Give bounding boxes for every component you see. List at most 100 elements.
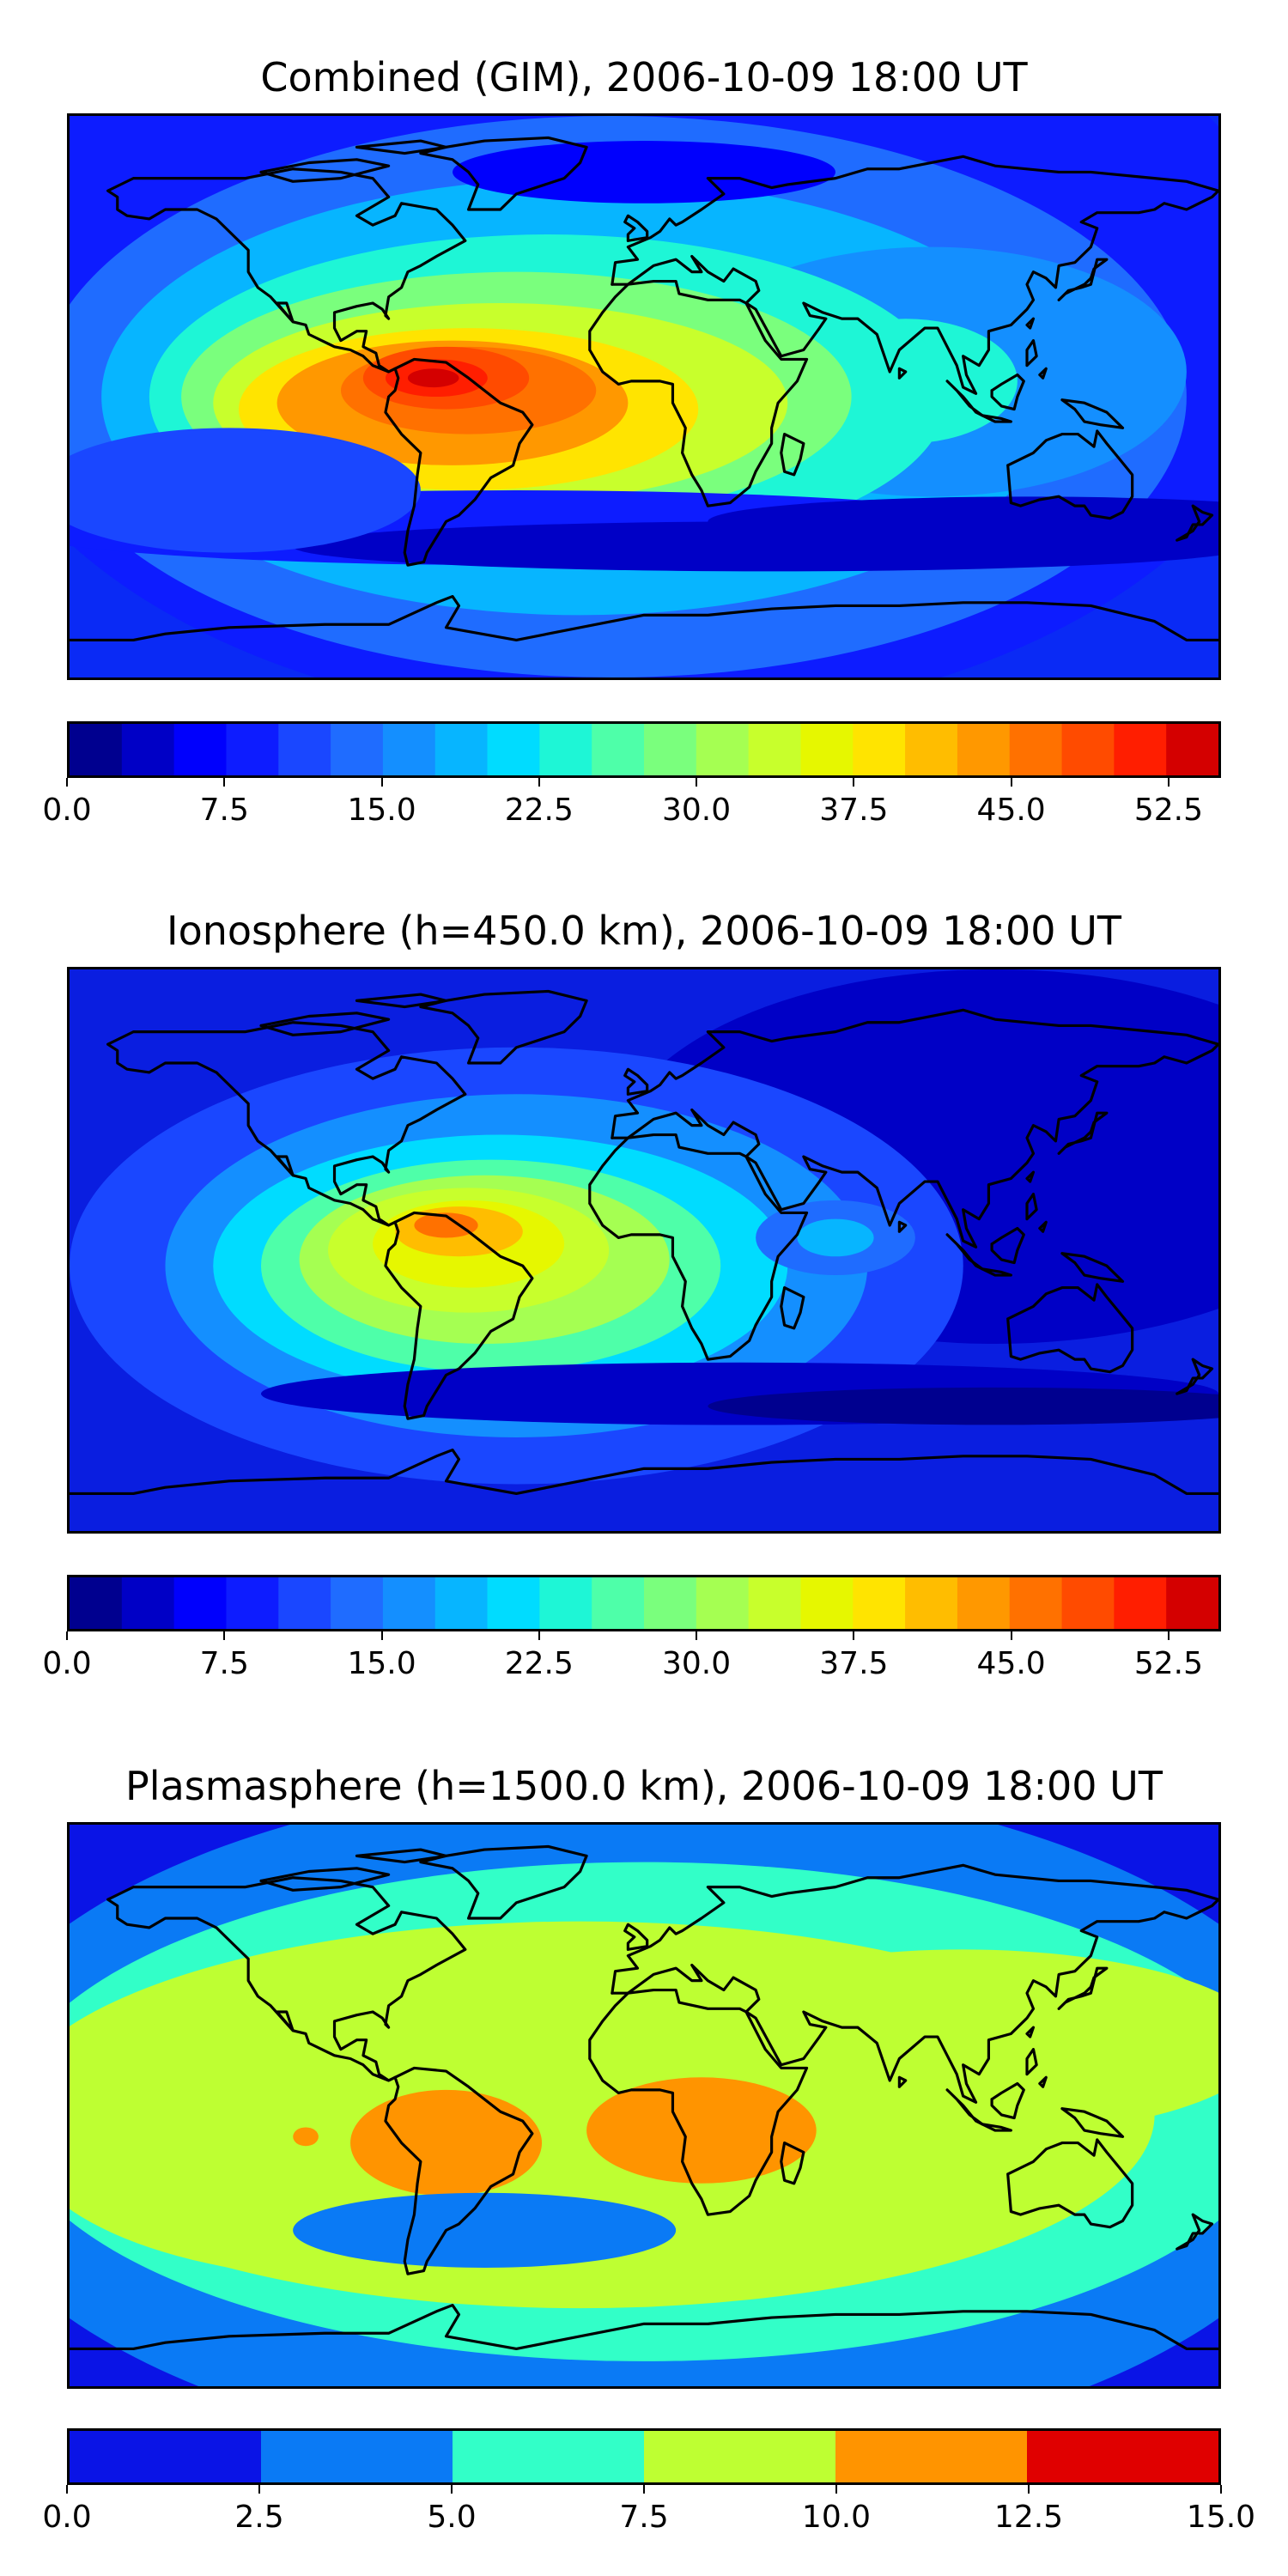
panel2-tick-label-3: 22.5 <box>504 1646 574 1681</box>
panel3-tick-label-3: 7.5 <box>619 2500 669 2535</box>
coastline-21 <box>1038 1220 1048 1233</box>
panel1-colorbar-swatch-11 <box>644 724 698 775</box>
coastline-14 <box>70 2303 1218 2350</box>
panel1-tick-label-2: 15.0 <box>347 793 416 828</box>
coastline-2 <box>384 2066 534 2275</box>
panel2-colorbar-swatch-13 <box>748 1577 802 1629</box>
panel1-colorbar-swatch-1 <box>121 724 175 775</box>
panel3-title: Plasmasphere (h=1500.0 km), 2006-10-09 1… <box>125 1763 1163 1809</box>
panel3-tick-label-6: 15.0 <box>1186 2500 1256 2535</box>
coastline-9 <box>1006 1283 1134 1374</box>
panel2-tick-mark-2 <box>380 1631 383 1640</box>
panel1-tick-mark-6 <box>1010 778 1012 787</box>
panel1-contour-17 <box>453 141 835 204</box>
panel1-contour-13 <box>407 368 459 388</box>
coastline-4 <box>611 1008 1218 1139</box>
panel1-colorbar-swatch-18 <box>1009 724 1063 775</box>
coastline-0 <box>106 1021 467 1227</box>
panel2-tick-mark-3 <box>538 1631 540 1640</box>
panel2-colorbar-swatch-19 <box>1061 1577 1115 1629</box>
coastline-20 <box>1025 339 1038 368</box>
panel1-colorbar-ticks: 0.0 7.5 15.0 22.5 30.0 37.5 45.0 52.5 <box>42 778 1221 829</box>
panel1-colorbar-swatch-3 <box>226 724 280 775</box>
panel1-contour-18 <box>70 428 421 553</box>
coastline-20 <box>1025 1193 1038 1221</box>
panel2-tick-mark-5 <box>853 1631 855 1640</box>
panel2-colorbar-swatch-15 <box>853 1577 907 1629</box>
coastline-15 <box>259 158 391 183</box>
coastline-3 <box>588 279 809 507</box>
panel3-tick-label-4: 10.0 <box>801 2500 872 2535</box>
panel1-colorbar-swatch-2 <box>173 724 228 775</box>
coastline-1 <box>419 136 588 211</box>
coastline-15 <box>259 1012 391 1036</box>
coastline-13 <box>1060 2107 1125 2138</box>
coastline-12 <box>990 373 1025 411</box>
coastline-15 <box>259 1867 391 1892</box>
panel2-tick-mark-7 <box>1167 1631 1170 1640</box>
panel3-map <box>67 1822 1221 2389</box>
panel1-tick-mark-7 <box>1167 778 1170 787</box>
panel2-colorbar-swatch-5 <box>331 1577 385 1629</box>
panel3-tick-mark-0 <box>66 2485 68 2494</box>
coastline-13 <box>1060 1252 1125 1283</box>
panel3-colorbar-swatch-3 <box>644 2431 840 2482</box>
coastline-9 <box>1006 429 1134 520</box>
panel3-tick-mark-5 <box>1028 2485 1030 2494</box>
coastline-2 <box>384 357 534 567</box>
coastline-19 <box>1025 1170 1036 1183</box>
coastline-3 <box>588 1988 809 2216</box>
panel1-colorbar-swatch-8 <box>487 724 541 775</box>
panel1-colorbar-swatch-5 <box>331 724 385 775</box>
coastline-18 <box>897 2075 908 2088</box>
panel2-colorbar-swatch-17 <box>957 1577 1011 1629</box>
coastline-17 <box>1176 1358 1214 1395</box>
panel3-tick-mark-3 <box>643 2485 645 2494</box>
panel2-tick-label-7: 52.5 <box>1133 1646 1203 1681</box>
panel1-colorbar-swatch-13 <box>748 724 802 775</box>
coastline-2 <box>384 1211 534 1420</box>
panel1-colorbar-swatch-20 <box>1114 724 1168 775</box>
coastline-16 <box>355 993 448 1009</box>
panel2-tick-label-2: 15.0 <box>347 1646 416 1681</box>
panel3-colorbar-swatch-0 <box>70 2431 265 2482</box>
panel3-colorbar-swatch-5 <box>1027 2431 1218 2482</box>
panel1-colorbar-swatch-12 <box>696 724 750 775</box>
panel2-colorbar-swatch-14 <box>800 1577 854 1629</box>
panel1-tick-mark-3 <box>538 778 540 787</box>
panel2-tick-label-6: 45.0 <box>976 1646 1046 1681</box>
panel2-colorbar-swatch-2 <box>173 1577 228 1629</box>
coastline-18 <box>897 367 908 380</box>
panel1-colorbar-swatch-16 <box>905 724 959 775</box>
coastline-0 <box>106 167 467 374</box>
panel1-colorbar-swatch-14 <box>800 724 854 775</box>
coastline-20 <box>1025 2048 1038 2076</box>
panel1-colorbar-swatch-4 <box>278 724 332 775</box>
panel2-colorbar-ticks: 0.0 7.5 15.0 22.5 30.0 37.5 45.0 52.5 <box>42 1631 1221 1683</box>
coastline-7 <box>623 214 649 242</box>
panel2-colorbar <box>67 1575 1221 1631</box>
panel1-tick-label-7: 52.5 <box>1133 793 1203 828</box>
coastline-0 <box>106 1876 467 2082</box>
panel2-colorbar-swatch-0 <box>70 1577 124 1629</box>
panel2-colorbar-swatch-18 <box>1009 1577 1063 1629</box>
panel3-tick-mark-6 <box>1220 2485 1222 2494</box>
panel1-colorbar-swatch-15 <box>853 724 907 775</box>
panel3-tick-label-5: 12.5 <box>993 2500 1064 2535</box>
panel1-colorbar-swatch-17 <box>957 724 1011 775</box>
panel2-colorbar-swatch-1 <box>121 1577 175 1629</box>
coastline-6 <box>1057 1966 1109 2010</box>
panel2-colorbar-swatch-11 <box>644 1577 698 1629</box>
panel3-tick-mark-4 <box>835 2485 837 2494</box>
panel3-tick-label-0: 0.0 <box>42 2500 92 2535</box>
panel2-tick-label-4: 30.0 <box>662 1646 732 1681</box>
coastline-14 <box>70 594 1218 641</box>
panel2-colorbar-swatch-7 <box>434 1577 489 1629</box>
coastline-19 <box>1025 2026 1036 2038</box>
coastline-7 <box>623 1067 649 1096</box>
coastline-16 <box>355 1848 448 1864</box>
coastline-18 <box>897 1220 908 1233</box>
panel1-title: Combined (GIM), 2006-10-09 18:00 UT <box>260 54 1028 100</box>
panel2-colorbar-swatch-4 <box>278 1577 332 1629</box>
panel1-tick-mark-5 <box>853 778 855 787</box>
